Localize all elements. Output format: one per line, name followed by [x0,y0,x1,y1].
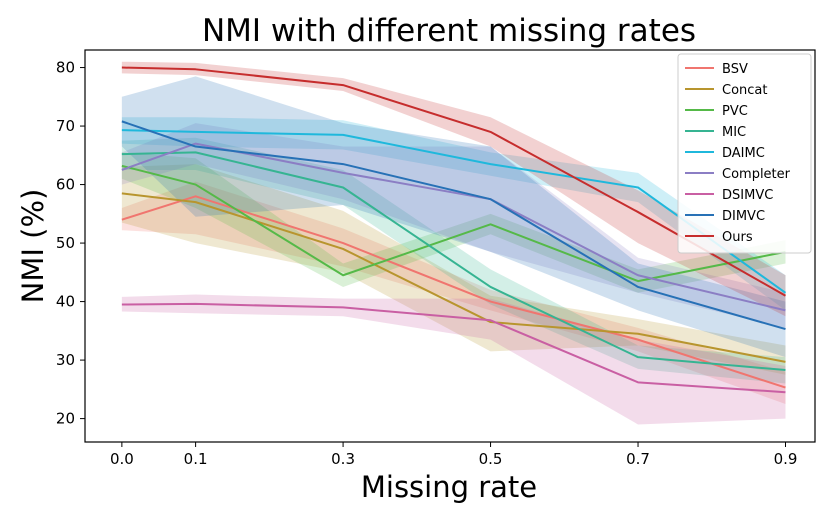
x-tick-label: 0.5 [479,450,503,468]
band-dsimvc [121,294,786,425]
legend: BSV Concat PVC MIC DAIMC Completer DSIMVC DIMVC… [677,53,812,254]
plot-frame [84,49,816,443]
chart-title: NMI with different missing rates [202,13,696,49]
y-axis-label: NMI (%) [16,189,50,304]
series-line-dimvc [121,120,786,331]
series-line-completer [121,142,786,312]
series-line-daimc [121,129,787,294]
y-tick-label: 80 [56,59,75,77]
y-tick-label: 50 [56,234,75,252]
series-line-mic [121,151,786,372]
x-tick-label: 0.7 [626,450,650,468]
series-line-concat [121,192,786,363]
legend-label-completer: Completer [722,167,791,182]
y-axis-ticks: 20 30 40 50 60 70 80 [56,59,85,428]
series-line-ours [121,66,786,297]
y-tick-label: 60 [56,176,75,194]
band-mic [121,137,786,384]
legend-label-ours: Ours [722,230,753,245]
legend-label-pvc: PVC [722,104,748,119]
x-axis-ticks: 0.0 0.1 0.3 0.5 0.7 0.9 [110,442,797,468]
legend-label-dsimvc: DSIMVC [722,188,773,203]
x-tick-label: 0.3 [331,450,355,468]
series-lines [121,66,787,394]
y-tick-label: 70 [56,117,75,135]
legend-label-concat: Concat [722,83,767,98]
x-tick-label: 0.9 [774,450,798,468]
band-pvc [121,152,786,293]
x-tick-label: 0.1 [184,450,208,468]
band-dimvc [121,76,786,358]
legend-label-bsv: BSV [722,62,748,77]
y-tick-label: 20 [56,410,75,428]
series-line-dsimvc [121,302,786,394]
y-tick-label: 30 [56,351,75,369]
x-axis-label: Missing rate [361,470,537,504]
legend-label-daimc: DAIMC [722,146,765,161]
y-tick-label: 40 [56,293,75,311]
legend-label-mic: MIC [722,125,746,140]
legend-box [677,53,812,254]
band-ours [121,61,786,317]
series-line-pvc [121,164,786,283]
band-bsv [121,181,786,404]
legend-label-dimvc: DIMVC [722,209,765,224]
x-tick-label: 0.0 [110,450,134,468]
band-concat [121,164,786,375]
